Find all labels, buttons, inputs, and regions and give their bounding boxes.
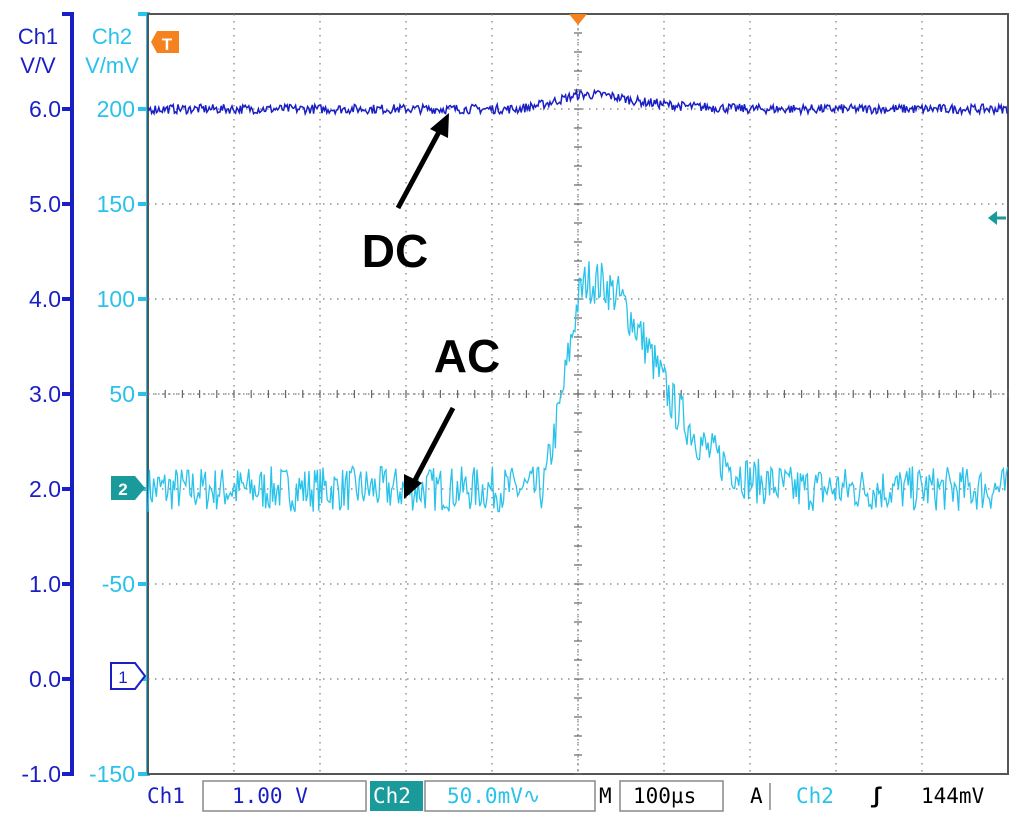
status-ch2-label-box[interactable] — [370, 781, 423, 811]
status-bar: Ch1 1.00 V Ch2 50.0mV∿ M 100µs A Ch2 ʃ 1… — [147, 780, 985, 812]
ch1-axis-name: Ch1 — [18, 24, 58, 49]
ch2-ground-marker-icon: 2 — [111, 476, 145, 500]
axis-tick-label: -1.0 — [21, 761, 61, 787]
axis-tick-label: 1.0 — [29, 571, 61, 597]
status-timebase: 100µs — [633, 784, 696, 808]
axis-tick-label: 100 — [97, 286, 135, 312]
ac-annotation: AC — [404, 330, 500, 499]
dc-annotation: DC — [362, 113, 449, 277]
ac-label: AC — [434, 330, 500, 382]
status-ch2-label: Ch2 — [373, 784, 411, 808]
status-timebase-box[interactable] — [619, 780, 724, 812]
status-trigger-level: 144mV — [921, 784, 985, 808]
status-ch2-scale: 50.0mV∿ — [447, 784, 540, 808]
status-m-label: M — [599, 784, 612, 808]
ch2-trace — [147, 261, 1009, 513]
trigger-marker-label: T — [162, 35, 173, 54]
axis-tick-label: -150 — [89, 761, 135, 787]
ch1-axis: 6.0 5.0 4.0 3.0 2.0 1.0 0.0 -1.0 — [21, 12, 74, 787]
dc-label: DC — [362, 225, 428, 277]
ch1-ground-marker-label: 1 — [118, 668, 127, 687]
axis-tick-label: 200 — [97, 96, 135, 122]
status-ch2-scale-box[interactable] — [424, 780, 596, 812]
grid — [147, 13, 1009, 775]
trigger-position-icon — [569, 14, 587, 25]
ch1-ground-marker-icon: 1 — [110, 662, 147, 690]
ch1-trace — [147, 87, 1008, 117]
ch1-axis-unit: V/V — [20, 53, 56, 78]
axis-tick-label: 3.0 — [29, 381, 61, 407]
axis-tick-label: 5.0 — [29, 191, 61, 217]
ch2-axis-unit: V/mV — [85, 53, 139, 78]
axis-tick-label: 2.0 — [29, 476, 61, 502]
status-trigger-slope-icon: ʃ — [870, 784, 883, 808]
axis-tick-label: 50 — [109, 381, 135, 407]
ch2-axis-name: Ch2 — [92, 24, 132, 49]
axis-tick-label: -50 — [102, 571, 135, 597]
ch2-ground-marker-label: 2 — [118, 480, 127, 499]
status-ch1-scale-box[interactable] — [202, 780, 367, 812]
status-trigger-source: Ch2 — [796, 784, 834, 808]
status-a-label: A — [750, 784, 763, 808]
status-ch1-label: Ch1 — [147, 784, 185, 808]
status-ch1-scale: 1.00 V — [232, 784, 308, 808]
plot-area — [147, 13, 1009, 775]
trigger-marker-icon: T — [151, 31, 179, 54]
axis-tick-label: 150 — [97, 191, 135, 217]
trigger-level-arrow-icon — [988, 211, 1006, 225]
axis-tick-label: 6.0 — [29, 96, 61, 122]
axis-tick-label: 0.0 — [29, 666, 61, 692]
axis-tick-label: 4.0 — [29, 286, 61, 312]
